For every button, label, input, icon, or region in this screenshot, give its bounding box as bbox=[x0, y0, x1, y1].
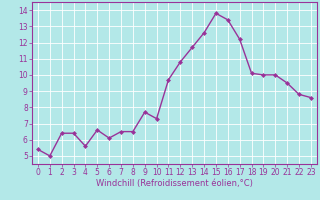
X-axis label: Windchill (Refroidissement éolien,°C): Windchill (Refroidissement éolien,°C) bbox=[96, 179, 253, 188]
